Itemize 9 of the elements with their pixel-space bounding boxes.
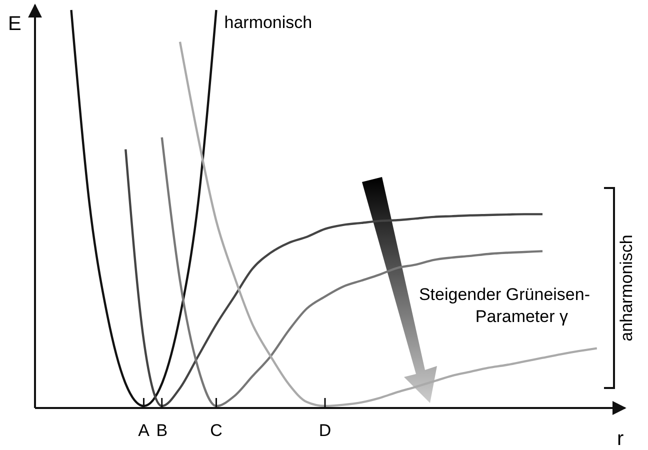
y-axis-title: E <box>8 13 22 35</box>
annotation: harmonisch <box>224 13 312 32</box>
annotation: Steigender Grüneisen-Parameter γ <box>418 285 590 326</box>
x-tick-label: D <box>318 421 332 440</box>
x-tick-label: C <box>210 421 222 440</box>
x-axis-title: r <box>617 428 624 450</box>
x-tick-label: B <box>156 421 168 440</box>
annotation: anharmonisch <box>617 234 636 342</box>
x-tick-label: A <box>138 421 150 440</box>
